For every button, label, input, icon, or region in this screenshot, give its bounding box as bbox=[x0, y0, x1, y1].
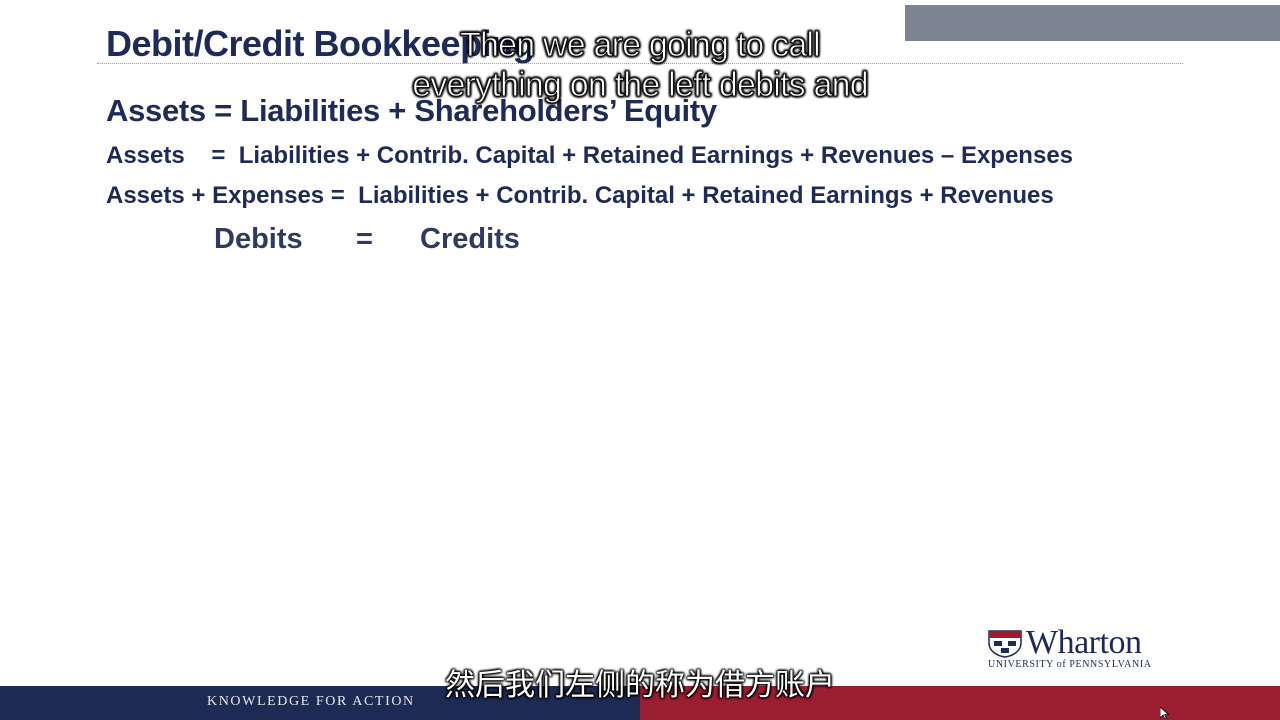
top-gray-bar bbox=[905, 5, 1280, 41]
footer-blue-band bbox=[0, 686, 640, 720]
footer-tagline: KNOWLEDGE FOR ACTION bbox=[207, 694, 415, 709]
subtitle-english-line-2: everything on the left debits and bbox=[412, 66, 869, 105]
logo-subtitle: UNIVERSITY of PENNSYLVANIA bbox=[988, 659, 1152, 670]
subtitle-english-line-1: Then we are going to call bbox=[460, 26, 822, 65]
equation-rearranged: Assets + Expenses = Liabilities + Contri… bbox=[106, 182, 1054, 209]
footer-red-band bbox=[640, 686, 1280, 720]
shield-icon bbox=[988, 630, 1022, 658]
subtitle-chinese: 然后我们左侧的称为借方账户 bbox=[445, 668, 835, 703]
title-divider bbox=[97, 63, 1183, 64]
equation-expanded: Assets = Liabilities + Contrib. Capital … bbox=[106, 142, 1074, 169]
slide-title: Debit/Credit Bookkeeping bbox=[106, 23, 535, 64]
logo-wordmark: Wharton bbox=[1026, 624, 1142, 661]
equals-sign: = bbox=[356, 223, 373, 255]
equation-accounting: Assets = Liabilities + Shareholders’ Equ… bbox=[106, 93, 717, 128]
wharton-logo: Wharton UNIVERSITY of PENNSYLVANIA bbox=[988, 624, 1193, 672]
debits-label: Debits bbox=[214, 223, 303, 255]
cursor-icon bbox=[1160, 707, 1169, 719]
credits-label: Credits bbox=[420, 223, 520, 255]
